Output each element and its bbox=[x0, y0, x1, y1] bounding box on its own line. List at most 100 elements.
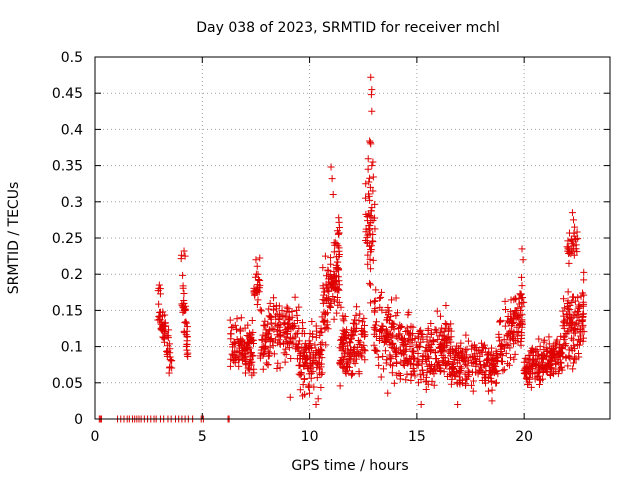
data-point bbox=[266, 349, 274, 357]
data-point bbox=[367, 246, 375, 254]
data-point bbox=[293, 343, 301, 351]
data-point bbox=[363, 212, 371, 220]
data-point bbox=[345, 352, 353, 360]
data-point bbox=[553, 356, 561, 364]
data-point bbox=[566, 354, 574, 362]
data-point bbox=[165, 369, 173, 377]
data-point bbox=[238, 349, 246, 357]
data-point bbox=[410, 360, 418, 368]
data-point bbox=[526, 375, 534, 383]
data-point bbox=[430, 381, 438, 389]
data-point bbox=[227, 355, 235, 363]
data-point bbox=[456, 344, 464, 352]
data-point bbox=[516, 300, 524, 308]
data-point bbox=[548, 358, 556, 366]
data-point bbox=[325, 278, 333, 286]
data-point bbox=[344, 349, 352, 357]
data-point bbox=[516, 290, 524, 298]
data-point bbox=[404, 337, 412, 345]
data-point bbox=[336, 336, 344, 344]
axis-ticks: 0 0.05 0.1 0.15 0.2 0.25 0.3 0.35 0.4 0.45 0.5 0 5 10… bbox=[52, 50, 610, 445]
data-point bbox=[367, 281, 375, 289]
data-point bbox=[487, 377, 495, 385]
data-point bbox=[330, 268, 338, 276]
data-point bbox=[512, 307, 520, 315]
data-point bbox=[527, 383, 535, 391]
data-point bbox=[179, 282, 187, 290]
data-point bbox=[358, 318, 366, 326]
data-point bbox=[256, 277, 264, 285]
data-point bbox=[338, 357, 346, 365]
data-point bbox=[332, 253, 340, 261]
data-point bbox=[564, 288, 572, 296]
data-point bbox=[406, 359, 414, 367]
data-point bbox=[317, 384, 325, 392]
data-point bbox=[267, 335, 275, 343]
y-tick-label: 0.4 bbox=[61, 122, 83, 138]
data-point bbox=[167, 357, 175, 365]
data-point bbox=[481, 345, 489, 353]
data-point bbox=[467, 381, 475, 389]
data-point bbox=[536, 342, 544, 350]
data-point bbox=[535, 380, 543, 388]
x-tick-label: 20 bbox=[515, 429, 533, 445]
data-point bbox=[399, 360, 407, 368]
data-point bbox=[235, 339, 243, 347]
data-point bbox=[375, 361, 383, 369]
data-point bbox=[352, 311, 360, 319]
data-point bbox=[280, 319, 288, 327]
data-point bbox=[437, 342, 445, 350]
data-point bbox=[517, 273, 525, 281]
data-point bbox=[232, 326, 240, 334]
data-point bbox=[178, 300, 186, 308]
data-point bbox=[534, 368, 542, 376]
data-point bbox=[329, 292, 337, 300]
data-point bbox=[227, 324, 235, 332]
data-point bbox=[240, 354, 248, 362]
data-point bbox=[402, 356, 410, 364]
data-point bbox=[282, 338, 290, 346]
data-point bbox=[497, 357, 505, 365]
data-point bbox=[428, 377, 436, 385]
data-point bbox=[367, 299, 375, 307]
data-point bbox=[569, 336, 577, 344]
data-point bbox=[441, 334, 449, 342]
data-point bbox=[322, 341, 330, 349]
data-point bbox=[542, 353, 550, 361]
data-point bbox=[574, 294, 582, 302]
data-point bbox=[256, 352, 264, 360]
data-point bbox=[511, 350, 519, 358]
data-point bbox=[244, 339, 252, 347]
data-point bbox=[518, 245, 526, 253]
data-point bbox=[366, 255, 374, 263]
data-point bbox=[355, 370, 363, 378]
data-point bbox=[272, 305, 280, 313]
data-point bbox=[518, 282, 526, 290]
data-point bbox=[337, 303, 345, 311]
data-point bbox=[266, 299, 274, 307]
data-point bbox=[320, 288, 328, 296]
data-point bbox=[364, 165, 372, 173]
data-point bbox=[181, 306, 189, 314]
data-point bbox=[462, 331, 470, 339]
data-point bbox=[468, 359, 476, 367]
data-point bbox=[259, 331, 267, 339]
data-point bbox=[367, 207, 375, 215]
data-point bbox=[579, 316, 587, 324]
y-tick-label: 0.1 bbox=[61, 340, 83, 356]
data-point bbox=[409, 323, 417, 331]
data-point bbox=[490, 368, 498, 376]
data-point bbox=[161, 338, 169, 346]
data-point bbox=[378, 322, 386, 330]
data-point bbox=[313, 327, 321, 335]
data-point bbox=[241, 369, 249, 377]
data-point bbox=[306, 330, 314, 338]
data-point bbox=[283, 325, 291, 333]
data-point bbox=[529, 356, 537, 364]
data-point bbox=[413, 361, 421, 369]
data-point bbox=[543, 365, 551, 373]
data-point bbox=[248, 358, 256, 366]
data-point bbox=[546, 370, 554, 378]
data-point bbox=[226, 362, 234, 370]
